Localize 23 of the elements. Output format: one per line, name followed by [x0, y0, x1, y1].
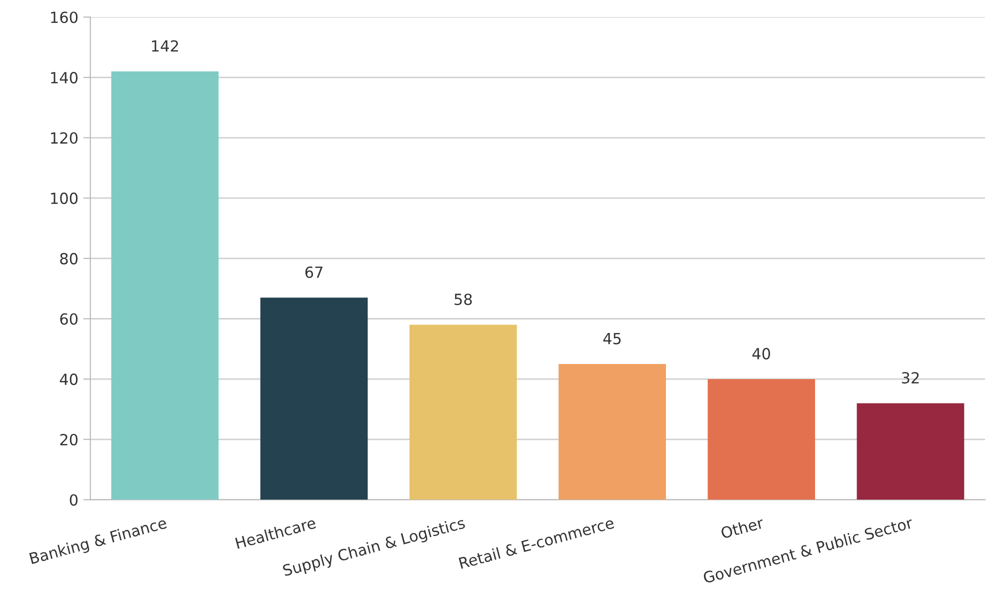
bar: [260, 298, 368, 500]
y-tick-label: 60: [60, 313, 78, 325]
bar: [558, 364, 666, 500]
y-tick-label: 40: [60, 374, 78, 386]
x-tick-label: Banking & Finance: [29, 516, 168, 568]
y-tick-label: 0: [70, 494, 78, 506]
bar: [111, 71, 219, 500]
y-tick-label: 140: [51, 72, 78, 84]
bar: [856, 403, 964, 500]
x-tick-label: Other: [720, 516, 764, 539]
data-label: 32: [902, 372, 919, 384]
data-label: 45: [603, 333, 621, 344]
data-label: 142: [152, 40, 178, 52]
data-label: 58: [454, 294, 472, 306]
data-label: 40: [752, 348, 770, 360]
y-tick-label: 80: [60, 252, 78, 264]
y-tick-label: 120: [51, 132, 78, 144]
bar: [708, 379, 816, 500]
data-label: 67: [305, 266, 322, 278]
y-tick-label: 160: [51, 12, 78, 24]
y-tick-label: 100: [51, 192, 78, 204]
y-tick-label: 20: [60, 434, 78, 446]
bar: [409, 324, 517, 500]
